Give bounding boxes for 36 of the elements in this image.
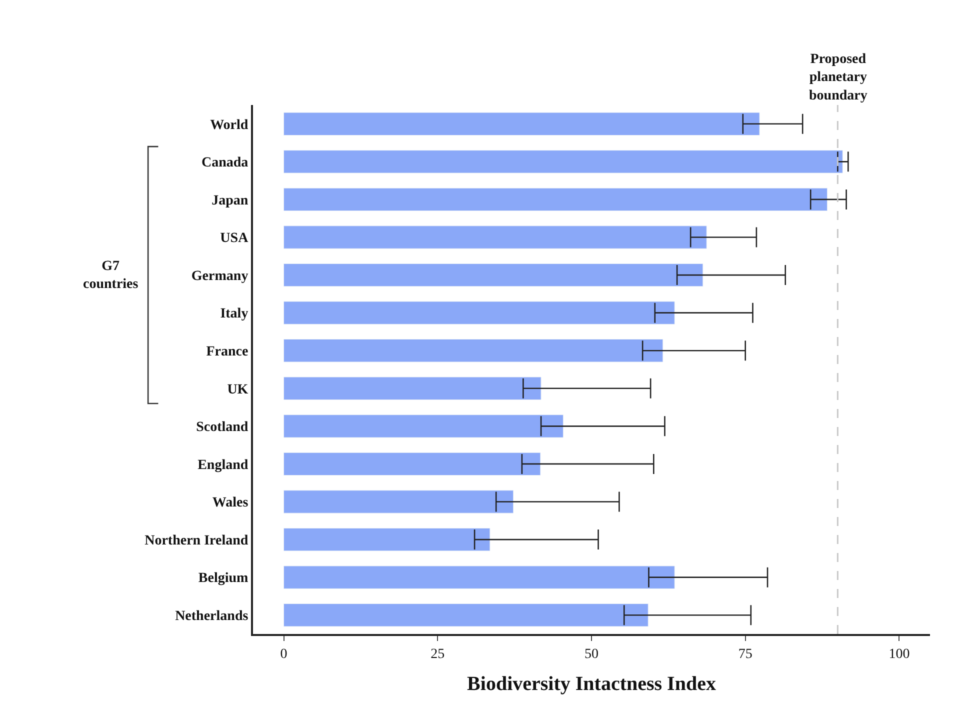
bar: [284, 604, 648, 627]
bar: [284, 339, 664, 362]
y-tick-label: Italy: [220, 306, 248, 322]
x-tick-label: 0: [280, 646, 288, 662]
bar: [284, 301, 675, 324]
bar: [284, 263, 704, 287]
y-tick-label: World: [210, 118, 248, 133]
bar: [284, 112, 760, 136]
y-tick-label: Belgium: [198, 571, 249, 586]
y-tick-label: Wales: [212, 496, 249, 511]
y-tick-label: Canada: [202, 156, 248, 171]
bar: [284, 490, 514, 514]
y-tick-label: Scotland: [196, 420, 248, 436]
bar: [284, 226, 707, 249]
x-tick-label: 50: [584, 646, 598, 662]
bar: [284, 566, 675, 589]
y-tick-label: France: [206, 344, 248, 360]
y-tick-label: Netherlands: [175, 609, 249, 624]
y-tick-label: Northern Ireland: [144, 533, 248, 548]
x-tick-label: 75: [738, 646, 752, 662]
bar: [284, 188, 828, 212]
x-axis-title: Biodiversity Intactness Index: [467, 672, 716, 695]
y-tick-label: USA: [220, 231, 250, 246]
bar: [284, 376, 542, 400]
bar: [284, 452, 541, 476]
x-tick-label: 25: [430, 646, 445, 662]
text: G7 countries: [83, 259, 139, 292]
bar: [284, 150, 843, 174]
bar: [284, 528, 490, 552]
bar: [284, 414, 564, 438]
y-tick-label: UK: [227, 382, 248, 398]
ref-line-label: Proposed planetary boundary: [809, 52, 868, 104]
y-tick-label: Germany: [191, 268, 248, 284]
y-tick-label: Japan: [212, 193, 248, 208]
x-tick-label: 100: [888, 646, 910, 662]
y-tick-label: England: [198, 458, 248, 473]
